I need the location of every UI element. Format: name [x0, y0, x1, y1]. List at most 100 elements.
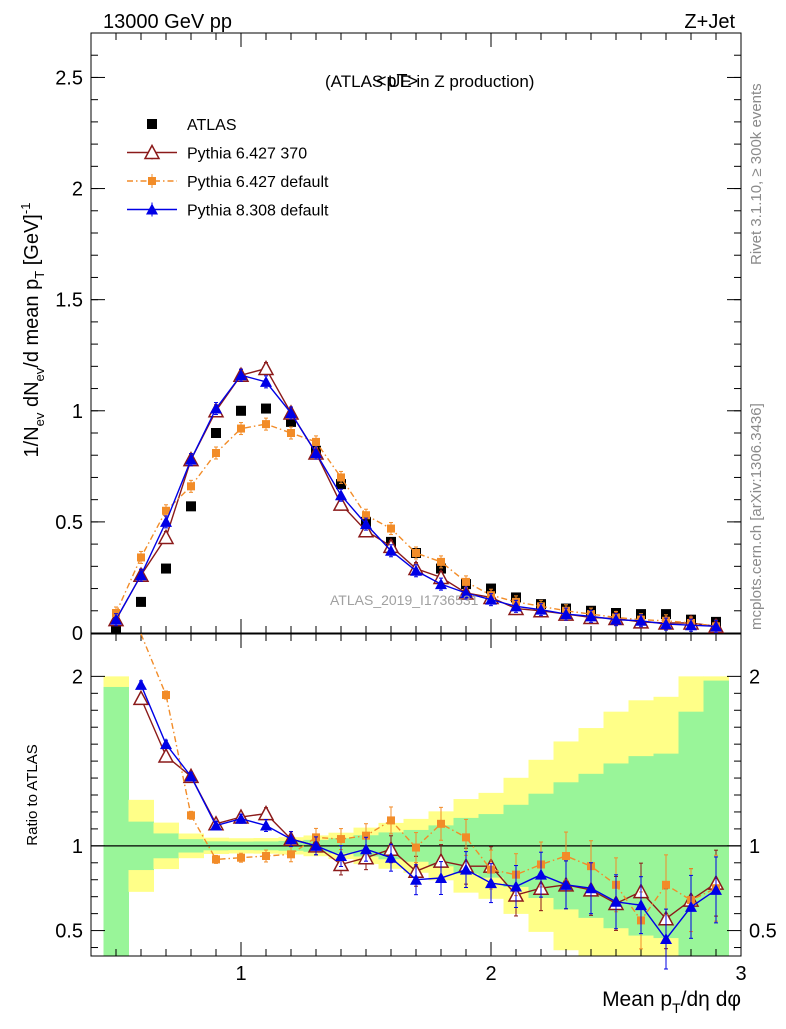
data-point	[360, 518, 372, 530]
data-point	[236, 405, 246, 416]
data-point	[162, 691, 170, 700]
watermark: ATLAS_2019_I1736531	[330, 592, 479, 608]
legend-entry: Pythia 6.427 370	[187, 146, 307, 163]
x-tick-label: 2	[485, 963, 496, 985]
data-point	[257, 805, 275, 821]
data-point	[111, 623, 121, 634]
legend-marker	[147, 119, 157, 129]
legend-marker	[143, 143, 161, 160]
data-point	[135, 569, 147, 581]
x-tick-label: 1	[235, 963, 246, 985]
y-tick-label-right: 1	[749, 836, 760, 858]
data-point	[462, 577, 470, 586]
data-point	[660, 618, 672, 630]
data-point	[286, 416, 296, 427]
legend: ATLAS Pythia 6.427 370 Pythia 6.427 defaul…	[127, 117, 329, 220]
data-point	[237, 424, 245, 433]
data-point	[462, 833, 470, 842]
y-tick-label: 0.5	[55, 512, 83, 534]
data-point	[285, 833, 297, 845]
data-point	[610, 895, 622, 907]
y-tick-label: 2	[72, 666, 83, 688]
data-point	[485, 877, 497, 889]
legend-marker	[146, 203, 158, 215]
rivet-label: Rivet 3.1.10, ≥ 300k events	[748, 83, 765, 265]
series-line-pythia-6-427-default	[140, 633, 717, 922]
data-point	[435, 872, 447, 884]
x-axis-label: Mean pT/dη dφ	[602, 988, 741, 1016]
data-point	[437, 557, 445, 566]
legend-entry: Pythia 8.308 default	[187, 203, 329, 220]
data-point	[337, 835, 345, 844]
data-point	[685, 619, 697, 631]
data-point	[260, 375, 272, 387]
data-point	[437, 819, 445, 828]
series-line-pythia-8-308-default	[140, 684, 717, 941]
data-point	[210, 819, 222, 831]
data-point	[460, 863, 472, 875]
y-tick-label: 2	[72, 179, 83, 201]
data-point	[262, 852, 270, 861]
data-point	[385, 544, 397, 556]
y-tick-label: 1	[72, 401, 83, 423]
data-point	[661, 609, 671, 620]
data-point	[510, 600, 522, 612]
data-point	[160, 515, 172, 527]
data-point	[710, 883, 722, 895]
data-point	[387, 524, 395, 533]
data-point	[161, 563, 171, 574]
data-point	[585, 610, 597, 622]
plot-subtitle: (ATLAS UE in Z production)	[325, 72, 534, 91]
data-point	[257, 359, 275, 376]
legend-entry: ATLAS	[187, 117, 237, 134]
ratio-y-label: Ratio to ATLAS	[24, 744, 41, 845]
data-point	[360, 843, 372, 855]
ratio-band-stat	[103, 686, 129, 956]
y-tick-label: 0.5	[55, 921, 83, 943]
data-point	[110, 613, 122, 625]
data-point	[185, 453, 197, 465]
series-line-pythia-6-427-370	[115, 367, 717, 627]
legend-marker	[148, 177, 156, 185]
data-point	[287, 850, 295, 859]
data-point	[385, 851, 397, 863]
data-point	[685, 900, 697, 912]
main-axes: 0 0.5 1 1.5 2 2.5	[55, 33, 742, 645]
data-point	[162, 506, 170, 515]
data-point	[412, 843, 420, 852]
y-tick-label: 1.5	[55, 290, 83, 312]
header-left: 13000 GeV pp	[103, 11, 232, 33]
data-point	[335, 489, 347, 501]
data-point	[157, 528, 175, 545]
data-point	[662, 880, 670, 889]
data-point	[312, 437, 320, 446]
header-right: Z+Jet	[684, 11, 735, 33]
plot-title: <pT>	[376, 71, 418, 91]
data-point	[136, 596, 146, 607]
data-point	[185, 770, 197, 782]
data-point	[485, 593, 497, 605]
data-point	[560, 878, 572, 890]
main-y-label: 1/Nev dNev/d mean pT [GeV]-1	[18, 203, 47, 458]
data-point	[635, 614, 647, 626]
data-point	[362, 511, 370, 520]
data-point	[436, 563, 446, 574]
data-point	[710, 620, 722, 632]
ratio-error-bands	[103, 676, 729, 956]
data-point	[610, 613, 622, 625]
data-point	[410, 564, 422, 576]
y-tick-label: 1	[72, 836, 83, 858]
mcplots-label: mcplots.cern.ch [arXiv:1306.3436]	[748, 403, 765, 630]
data-point	[660, 933, 672, 945]
data-point	[160, 738, 172, 750]
y-tick-label-right: 2	[749, 666, 760, 688]
data-point	[187, 811, 195, 820]
data-point	[235, 369, 247, 381]
data-point	[332, 495, 350, 511]
series-line-pythia-8-308-default	[115, 374, 717, 627]
data-point	[212, 449, 220, 457]
y-tick-label: 2.5	[55, 67, 83, 89]
data-point	[287, 429, 295, 437]
